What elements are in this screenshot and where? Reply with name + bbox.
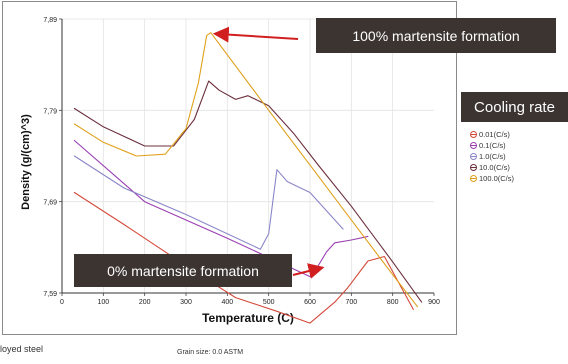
legend-swatch-icon	[470, 153, 477, 160]
x-tick-label: 0	[60, 299, 64, 306]
x-tick-label: 900	[428, 299, 440, 306]
series-line-5	[73, 32, 419, 308]
x-tick-label: 200	[139, 299, 151, 306]
y-tick-label: 7,69	[43, 200, 57, 207]
callout-100-text: 100% martensite formation	[352, 27, 520, 44]
callout-0-text: 0% martensite formation	[107, 262, 259, 279]
legend-item: 1.0(C/s)	[470, 151, 506, 162]
x-tick-label: 800	[387, 299, 399, 306]
legend-title: Cooling rate	[474, 98, 555, 116]
legend-label: 100.0(C/s)	[479, 174, 515, 183]
legend-label: 1.0(C/s)	[479, 152, 506, 161]
y-tick-label: 7,89	[43, 17, 57, 24]
x-tick-label: 100	[97, 299, 109, 306]
legend-label: 0.01(C/s)	[479, 130, 510, 139]
y-tick-label: 7,79	[43, 108, 57, 115]
x-tick-label: 600	[304, 299, 316, 306]
y-axis-label: Density (g/(cm)^3)	[20, 114, 32, 210]
footer-grain-size: Grain size: 0.0 ASTM	[177, 349, 244, 356]
legend-item: 10.0(C/s)	[470, 162, 510, 173]
legend-swatch-icon	[470, 175, 477, 182]
legend-item: 0.1(C/s)	[470, 140, 506, 151]
legend-label: 10.0(C/s)	[479, 163, 510, 172]
legend-swatch-icon	[470, 164, 477, 171]
x-tick-label: 300	[180, 299, 192, 306]
plot-area	[62, 19, 434, 293]
plot-border	[2, 1, 457, 335]
x-tick-label: 700	[345, 299, 357, 306]
annotation-arrow-0	[292, 263, 325, 279]
series-line-3	[73, 155, 344, 250]
x-axis-label: Temperature (C)	[202, 311, 294, 325]
y-tick-label: 7,59	[43, 291, 57, 298]
legend-swatch-icon	[470, 131, 477, 138]
annotation-arrow-100	[212, 26, 299, 43]
x-tick-label: 500	[263, 299, 275, 306]
series-line-4	[73, 80, 423, 303]
legend-title-box: Cooling rate	[461, 92, 568, 122]
x-tick-label: 400	[221, 299, 233, 306]
legend-item: 0.01(C/s)	[470, 129, 510, 140]
callout-100-percent: 100% martensite formation	[316, 18, 556, 53]
callout-0-percent: 0% martensite formation	[74, 254, 292, 287]
legend-label: 0.1(C/s)	[479, 141, 506, 150]
footer-steel-label: loyed steel	[0, 344, 44, 354]
legend-item: 100.0(C/s)	[470, 173, 514, 184]
legend-swatch-icon	[470, 142, 477, 149]
series-line-1	[73, 191, 414, 324]
